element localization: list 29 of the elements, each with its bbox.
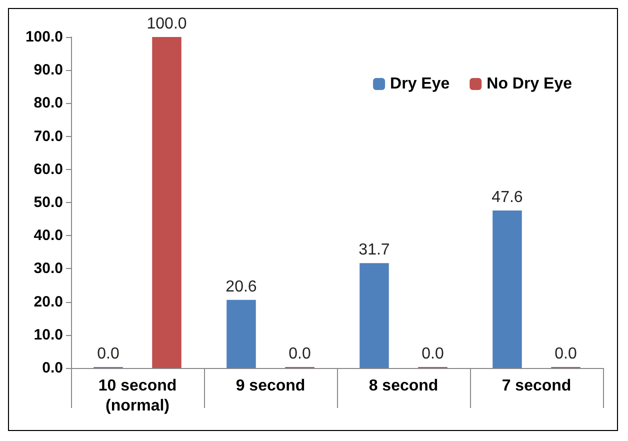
y-tick-label: 80.0	[34, 94, 63, 112]
data-label: 0.0	[554, 346, 577, 362]
y-tick-label: 70.0	[34, 128, 63, 145]
legend-label: No Dry Eye	[486, 76, 572, 92]
x-tick-label: 7 second	[502, 378, 572, 394]
bar	[360, 263, 389, 368]
data-label: 20.6	[226, 278, 257, 296]
y-tick-label: 20.0	[34, 293, 63, 310]
x-tick-label: 9 second	[236, 378, 306, 394]
bar	[152, 37, 182, 368]
y-tick-label: 100.0	[25, 28, 63, 46]
legend-label: Dry Eye	[390, 76, 450, 92]
bar	[492, 210, 522, 368]
x-tick-label: 8 second	[368, 378, 438, 394]
y-tick-label: 40.0	[34, 227, 63, 244]
data-label: 31.7	[358, 242, 390, 259]
y-tick-label: 10.0	[34, 326, 63, 344]
y-tick-label: 0.0	[42, 360, 63, 376]
data-label: 0.0	[97, 346, 120, 362]
y-tick-label: 30.0	[34, 260, 63, 278]
y-tick-label: 90.0	[34, 62, 63, 79]
x-tick-label: 10 second (normal)	[98, 378, 177, 414]
data-label: 100.0	[146, 16, 187, 32]
data-label: 0.0	[288, 346, 311, 362]
y-tick-label: 50.0	[34, 194, 63, 211]
y-tick-label: 60.0	[34, 160, 63, 178]
data-label: 47.6	[492, 188, 523, 206]
bar	[226, 300, 256, 368]
data-label: 0.0	[422, 346, 444, 362]
